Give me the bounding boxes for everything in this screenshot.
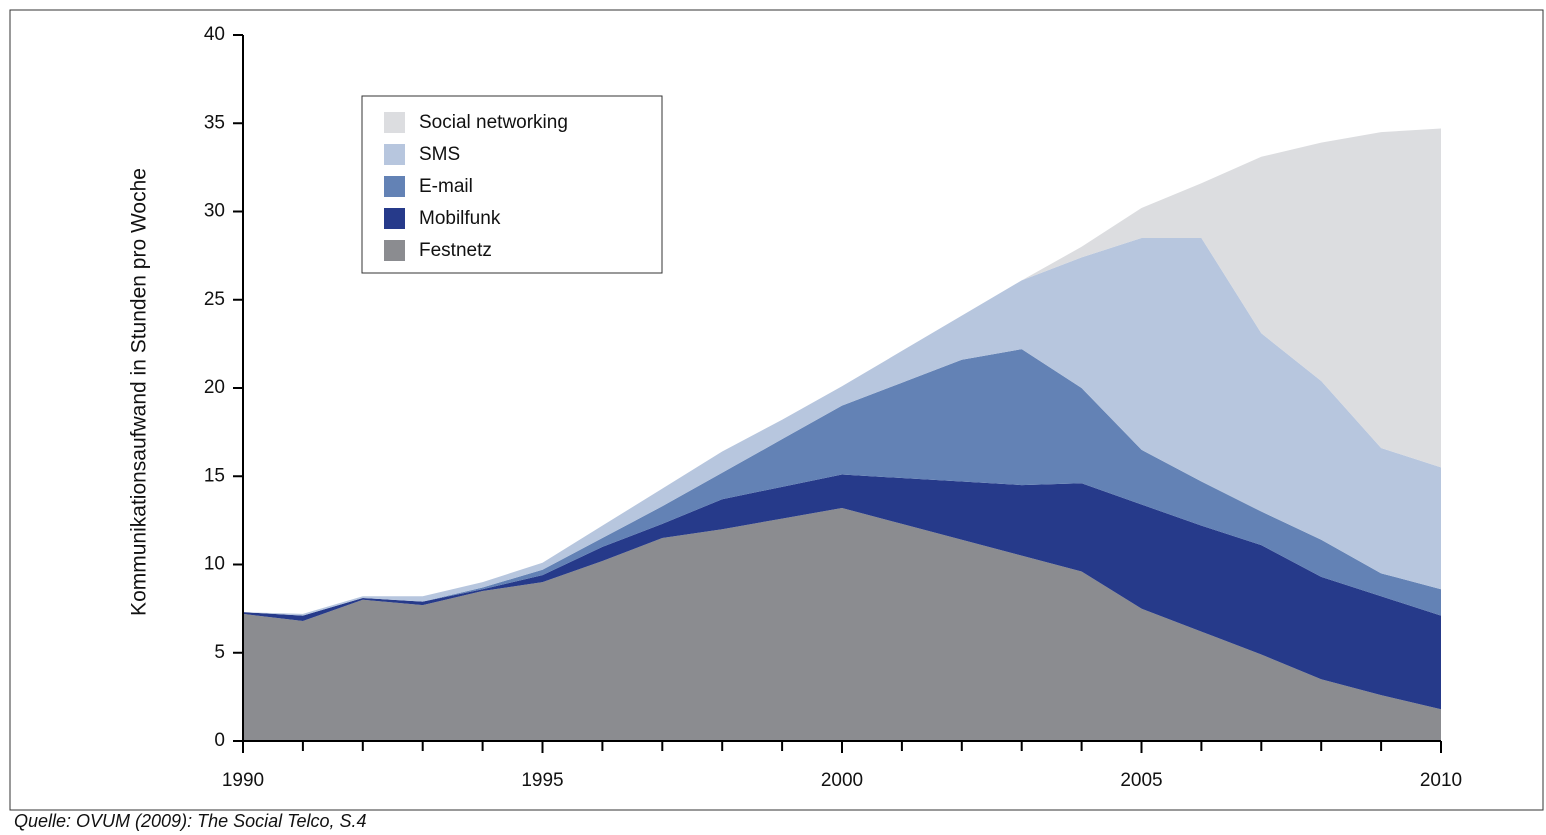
x-tick-label: 1990 <box>222 770 264 791</box>
y-tick-label: 30 <box>204 201 225 222</box>
y-tick-label: 35 <box>204 112 225 133</box>
y-axis-label: Kommunikationsaufwand in Stunden pro Woc… <box>128 168 151 616</box>
legend-swatch <box>384 208 405 229</box>
y-tick-label: 0 <box>214 730 225 751</box>
legend-swatch <box>384 144 405 165</box>
legend-label: Social networking <box>419 112 568 133</box>
legend-swatch <box>384 112 405 133</box>
area <box>243 237 1441 616</box>
legend-label: SMS <box>419 144 460 165</box>
area <box>243 508 1441 741</box>
y-tick-label: 40 <box>204 24 225 45</box>
legend: Social networking SMS E-mail Mobilfunk Festn… <box>361 95 663 274</box>
y-tick-label: 5 <box>214 642 225 663</box>
legend-label: Mobilfunk <box>419 208 501 229</box>
legend-label: E-mail <box>419 176 473 197</box>
x-tick-label: 2000 <box>821 770 863 791</box>
x-tick-label: 2010 <box>1420 770 1462 791</box>
legend-swatch <box>384 240 405 261</box>
y-tick-label: 10 <box>204 554 225 575</box>
y-tick-label: 15 <box>204 465 225 486</box>
legend-swatch <box>384 176 405 197</box>
source-note: Quelle: OVUM (2009): The Social Telco, S… <box>14 811 367 831</box>
x-tick-label: 1995 <box>521 770 563 791</box>
chart-frame <box>9 9 1544 811</box>
legend-box <box>361 95 663 274</box>
y-tick-label: 25 <box>204 289 225 310</box>
area <box>243 128 1441 614</box>
area <box>243 349 1441 616</box>
y-tick-label: 20 <box>204 377 225 398</box>
area <box>243 474 1441 710</box>
legend-label: Festnetz <box>419 240 492 261</box>
x-tick-label: 2005 <box>1120 770 1162 791</box>
